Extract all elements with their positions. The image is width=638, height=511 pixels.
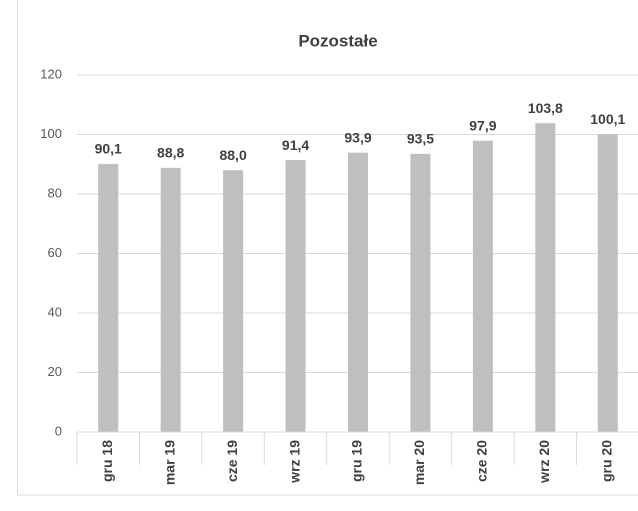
x-tick-label: wrz 20	[536, 440, 552, 484]
x-tick-label: gru 18	[99, 440, 115, 482]
x-tick-label: cze 20	[474, 440, 490, 482]
bar	[98, 163, 119, 432]
y-tick-label: 60	[48, 245, 62, 260]
x-tick-label: mar 20	[411, 440, 427, 485]
bar	[223, 170, 244, 432]
x-tick-label: gru 19	[349, 440, 365, 482]
bar	[348, 152, 368, 432]
bar	[535, 123, 556, 432]
data-label: 88,0	[219, 147, 246, 163]
bar	[597, 134, 618, 432]
y-tick-label: 20	[48, 364, 62, 379]
data-label: 90,1	[95, 141, 122, 157]
data-label: 88,8	[157, 145, 184, 161]
data-label: 93,5	[407, 131, 434, 147]
data-label: 97,9	[469, 117, 496, 133]
y-tick-label: 80	[48, 185, 62, 200]
chart-border	[17, 0, 638, 496]
bar	[285, 160, 306, 432]
data-label: 103,8	[528, 100, 563, 116]
y-tick-label: 120	[40, 66, 62, 81]
data-label: 91,4	[282, 137, 309, 153]
y-tick-label: 0	[55, 423, 62, 438]
x-tick-label: mar 19	[161, 440, 177, 485]
data-label: 100,1	[590, 111, 625, 127]
bar	[160, 167, 181, 432]
x-tick-label: cze 19	[224, 440, 240, 482]
bar	[410, 153, 431, 432]
y-tick-label: 40	[48, 304, 62, 319]
data-label: 93,9	[344, 129, 371, 145]
chart-title: Pozostałe	[298, 31, 377, 50]
x-tick-label: gru 20	[598, 440, 614, 482]
x-tick-label: wrz 19	[286, 440, 302, 484]
bar	[472, 140, 493, 432]
y-tick-label: 100	[40, 126, 62, 141]
